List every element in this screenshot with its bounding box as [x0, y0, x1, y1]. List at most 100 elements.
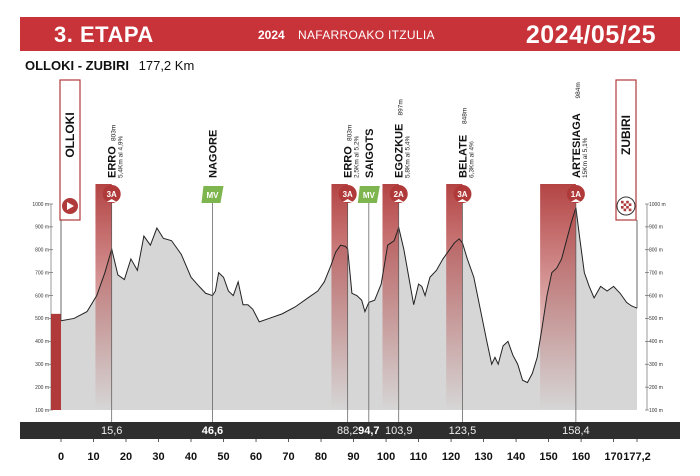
- right-axis-tick-label: 100 m: [649, 408, 663, 414]
- x-tick-label: 177,2: [623, 451, 651, 463]
- sprint-name: NAGORE: [207, 130, 219, 178]
- climb-segment: [382, 184, 399, 410]
- climb-name: ERRO: [343, 146, 355, 178]
- x-tick-label: 160: [572, 451, 590, 463]
- mountain-icon: [457, 199, 468, 202]
- x-tick-label: 10: [87, 451, 99, 463]
- race-year: 2024: [258, 28, 285, 42]
- x-tick-label: 130: [474, 451, 492, 463]
- left-axis-tick-label: 300 m: [35, 362, 49, 368]
- km-marker-label: 88,2: [337, 425, 358, 437]
- x-tick-label: 20: [120, 451, 132, 463]
- climb-detail: 15Km al 5,1%: [582, 137, 589, 178]
- checker-square: [621, 206, 624, 209]
- climb-category: 1A: [571, 190, 581, 199]
- climb-altitude: 803m: [111, 125, 118, 141]
- x-tick-label: 120: [442, 451, 460, 463]
- right-axis-tick-label: 400 m: [649, 339, 663, 345]
- climb-altitude: 848m: [461, 108, 468, 124]
- play-icon: [67, 202, 74, 210]
- km-marker-label: 158,4: [562, 425, 590, 437]
- x-tick-label: 80: [315, 451, 327, 463]
- climb-category: 3A: [457, 190, 467, 199]
- x-tick-label: 150: [539, 451, 557, 463]
- climb-detail: 6,3Km al 4%: [468, 141, 475, 178]
- header-bar: 3. ETAPA 2024 NAFARROAKO ITZULIA 2024/05…: [20, 17, 680, 51]
- climb-badge: [389, 185, 408, 203]
- sprint-badge: [201, 186, 224, 203]
- profile-line: [60, 207, 638, 384]
- climb-badge: [566, 185, 585, 203]
- sprint-badge: [357, 186, 380, 203]
- km-marker-label: 103,9: [385, 425, 413, 437]
- km-marker-label: 46,6: [202, 425, 223, 437]
- x-tick-label: 40: [185, 451, 197, 463]
- climb-badge: [453, 185, 472, 203]
- climb-altitude: 984m: [575, 82, 582, 98]
- climb-category: 3A: [343, 190, 353, 199]
- left-axis-tick-label: 500 m: [35, 316, 49, 322]
- finish-banner: [615, 79, 637, 221]
- km-band: [20, 422, 680, 439]
- right-axis-tick-label: 900 m: [649, 225, 663, 231]
- climb-detail: 5,4Km al 4,9%: [118, 136, 125, 178]
- checker-square: [626, 200, 629, 204]
- left-axis-tick-label: 900 m: [35, 225, 49, 231]
- x-tick-label: 0: [58, 451, 64, 463]
- left-axis-tick-label: 800 m: [35, 248, 49, 254]
- start-banner: [59, 79, 81, 221]
- right-axis-tick-label: 700 m: [649, 270, 663, 276]
- left-axis-tick-label: 700 m: [35, 270, 49, 276]
- left-axis-tick-label: 1000 m: [32, 202, 49, 208]
- sprint-badge-label: MV: [206, 191, 219, 200]
- x-tick-label: 140: [507, 451, 525, 463]
- left-axis-tick-label: 200 m: [35, 385, 49, 391]
- checker-square: [626, 206, 629, 209]
- climb-category: 2A: [394, 190, 404, 199]
- right-axis-tick-label: 300 m: [649, 362, 663, 368]
- checker-square: [628, 203, 632, 206]
- x-tick-label: 170: [604, 451, 622, 463]
- x-tick-label: 90: [347, 451, 359, 463]
- mountain-icon: [570, 199, 581, 202]
- checker-square: [628, 208, 632, 212]
- climb-name: ERRO: [107, 146, 119, 178]
- climb-name: EGOZKUE: [394, 124, 406, 178]
- left-axis-tick-label: 600 m: [35, 293, 49, 299]
- right-axis-tick-label: 500 m: [649, 316, 663, 322]
- stage-title: 3. ETAPA: [54, 22, 154, 47]
- km-marker-label: 123,5: [449, 425, 477, 437]
- route-distance: 177,2 Km: [138, 58, 195, 73]
- climb-name: ARTESIAGA: [571, 113, 583, 178]
- climb-badge: [102, 185, 121, 203]
- start-label: OLLOKI: [63, 112, 77, 157]
- checker-square: [623, 208, 627, 212]
- route-summary: OLLOKI - ZUBIRI 177,2 Km: [25, 58, 194, 73]
- finish-label: ZUBIRI: [619, 115, 633, 155]
- climb-segment: [95, 184, 112, 410]
- right-axis-tick-label: 1000 m: [649, 202, 666, 208]
- right-axis-tick-label: 200 m: [649, 385, 663, 391]
- mountain-icon: [106, 199, 117, 202]
- route-name: OLLOKI - ZUBIRI: [25, 58, 129, 73]
- profile-area: [61, 207, 637, 410]
- right-axis-tick-label: 800 m: [649, 248, 663, 254]
- mountain-icon: [342, 199, 353, 202]
- climb-segment: [540, 184, 576, 410]
- mountain-icon: [393, 199, 404, 202]
- left-axis-tick-label: 400 m: [35, 339, 49, 345]
- km-marker-label: 15,6: [101, 425, 122, 437]
- x-tick-label: 70: [282, 451, 294, 463]
- x-tick-label: 100: [377, 451, 395, 463]
- checker-square: [623, 203, 627, 206]
- x-tick-label: 50: [217, 451, 229, 463]
- climb-altitude: 897m: [398, 99, 405, 115]
- sprint-name: SAIGOTS: [364, 128, 376, 178]
- climb-detail: 5,8Km al 5,4%: [405, 136, 412, 178]
- climb-name: BELATE: [457, 135, 469, 178]
- right-axis-tick-label: 600 m: [649, 293, 663, 299]
- climb-detail: 2,5Km al 5,2%: [354, 136, 361, 178]
- x-tick-label: 110: [410, 451, 428, 463]
- climb-category: 3A: [107, 190, 117, 199]
